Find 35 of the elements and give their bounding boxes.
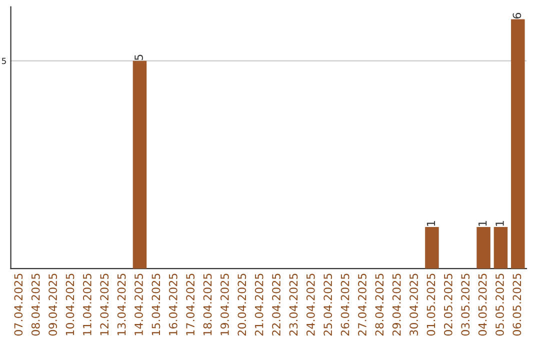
x-tick-label: 22.04.2025 (272, 274, 280, 336)
data-label: 6 (512, 12, 522, 18)
data-label: 5 (134, 54, 143, 60)
x-tick-label: 10.04.2025 (66, 274, 74, 336)
data-label: 1 (496, 221, 504, 226)
x-tick-label: 01.05.2025 (426, 274, 436, 336)
x-tick-label: 29.04.2025 (392, 274, 401, 336)
x-tick-label: 15.04.2025 (152, 274, 160, 336)
x-tick-label: 09.04.2025 (48, 274, 57, 336)
x-tick-label: 07.04.2025 (14, 274, 23, 336)
x-tick-label: 03.05.2025 (461, 274, 470, 336)
x-tick-label: 17.04.2025 (186, 274, 195, 336)
x-tick-label: 21.04.2025 (254, 274, 264, 336)
data-label: 1 (478, 221, 487, 226)
x-tick-label: 19.04.2025 (220, 274, 229, 336)
x-tick-label: 08.04.2025 (31, 274, 40, 336)
x-tick-label: 05.05.2025 (496, 274, 504, 336)
x-tick-label: 06.05.2025 (512, 274, 522, 336)
x-tick-label: 12.04.2025 (100, 274, 109, 336)
x-tick-label: 28.04.2025 (375, 274, 384, 336)
data-label: 1 (426, 221, 436, 226)
x-tick-label: 04.05.2025 (478, 274, 487, 336)
x-tick-label: 14.04.2025 (134, 274, 143, 336)
x-tick-label: 11.04.2025 (82, 274, 92, 336)
x-tick-label: 27.04.2025 (358, 274, 366, 336)
x-tick-label: 26.04.2025 (340, 274, 350, 336)
x-tick-label: 23.04.2025 (289, 274, 298, 336)
x-tick-label: 13.04.2025 (117, 274, 126, 336)
x-tick-label: 24.04.2025 (306, 274, 315, 336)
x-tick-label: 30.04.2025 (410, 274, 418, 336)
x-tick-label: 20.04.2025 (238, 274, 246, 336)
x-tick-label: 02.05.2025 (444, 274, 452, 336)
x-tick-label: 18.04.2025 (203, 274, 212, 336)
x-tick-label: 16.04.2025 (168, 274, 178, 336)
x-tick-label: 25.04.2025 (324, 274, 332, 336)
